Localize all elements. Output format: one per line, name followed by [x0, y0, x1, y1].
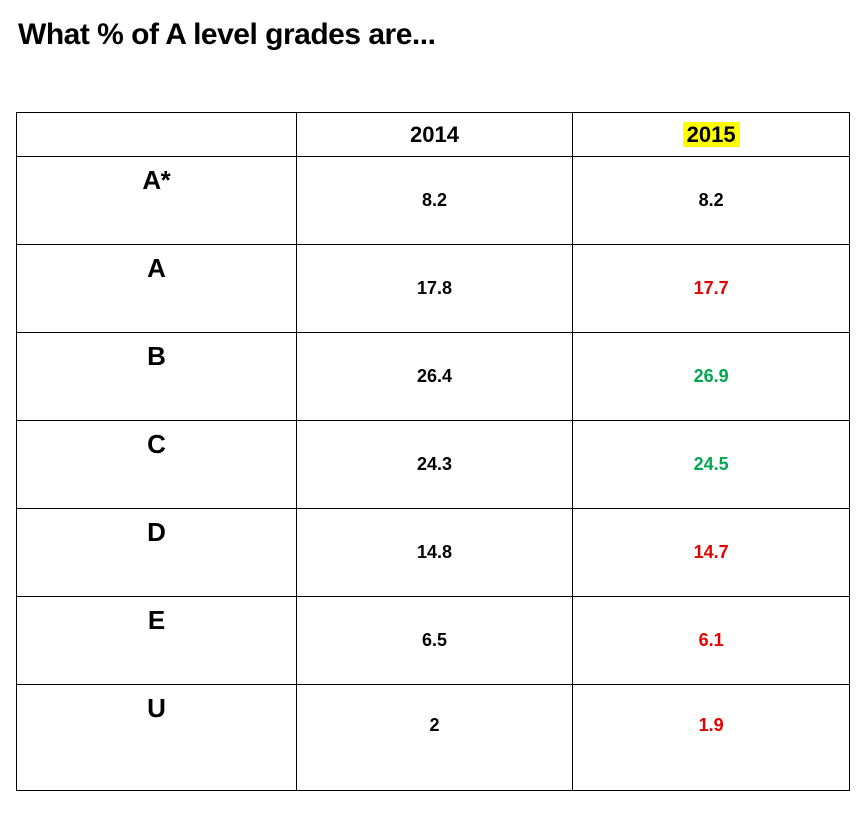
col-header-2015-highlight: 2015 — [683, 122, 740, 147]
value-2015: 1.9 — [573, 685, 850, 791]
table-row: A* 8.2 8.2 — [17, 157, 850, 245]
grade-label: A — [17, 245, 297, 333]
value-2014: 2 — [296, 685, 573, 791]
grades-table: 2014 2015 A* 8.2 8.2 A 17.8 17.7 B 26.4 … — [16, 112, 850, 791]
grade-label: A* — [17, 157, 297, 245]
value-2014: 24.3 — [296, 421, 573, 509]
value-2015: 26.9 — [573, 333, 850, 421]
table-row: E 6.5 6.1 — [17, 597, 850, 685]
table-row: U 2 1.9 — [17, 685, 850, 791]
value-2015: 17.7 — [573, 245, 850, 333]
value-2015: 14.7 — [573, 509, 850, 597]
table-row: B 26.4 26.9 — [17, 333, 850, 421]
value-2014: 8.2 — [296, 157, 573, 245]
table-row: A 17.8 17.7 — [17, 245, 850, 333]
col-header-2014: 2014 — [296, 113, 573, 157]
value-2015: 8.2 — [573, 157, 850, 245]
table-row: C 24.3 24.5 — [17, 421, 850, 509]
page-title: What % of A level grades are... — [18, 18, 849, 52]
value-2014: 17.8 — [296, 245, 573, 333]
value-2014: 26.4 — [296, 333, 573, 421]
table-row: D 14.8 14.7 — [17, 509, 850, 597]
grade-label: E — [17, 597, 297, 685]
col-header-2015: 2015 — [573, 113, 850, 157]
value-2015: 6.1 — [573, 597, 850, 685]
grade-label: B — [17, 333, 297, 421]
grade-label: C — [17, 421, 297, 509]
value-2014: 14.8 — [296, 509, 573, 597]
value-2014: 6.5 — [296, 597, 573, 685]
col-header-grade — [17, 113, 297, 157]
table-header-row: 2014 2015 — [17, 113, 850, 157]
grade-label: U — [17, 685, 297, 791]
value-2015: 24.5 — [573, 421, 850, 509]
grade-label: D — [17, 509, 297, 597]
